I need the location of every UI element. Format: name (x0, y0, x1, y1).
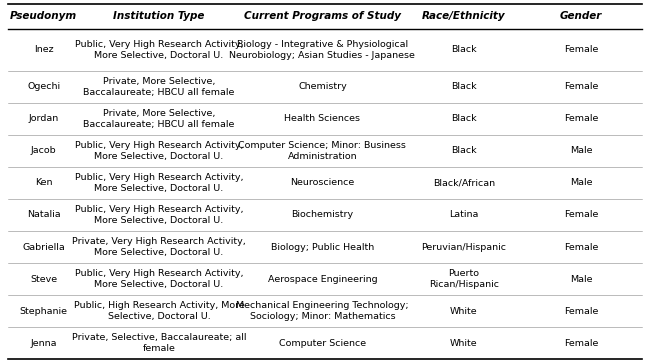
Text: Gabriella: Gabriella (22, 242, 65, 252)
Text: Peruvian/Hispanic: Peruvian/Hispanic (421, 242, 506, 252)
Text: Biochemistry: Biochemistry (292, 211, 353, 220)
Text: Biology; Public Health: Biology; Public Health (271, 242, 374, 252)
Text: Health Sciences: Health Sciences (284, 114, 360, 123)
Text: Stephanie: Stephanie (19, 307, 67, 316)
Text: Male: Male (570, 275, 592, 284)
Text: Puerto
Rican/Hispanic: Puerto Rican/Hispanic (429, 269, 499, 289)
Text: Black: Black (451, 45, 476, 54)
Text: Chemistry: Chemistry (298, 82, 347, 91)
Text: Gender: Gender (560, 12, 603, 21)
Text: Ogechi: Ogechi (27, 82, 60, 91)
Text: Race/Ethnicity: Race/Ethnicity (422, 12, 505, 21)
Text: Biology - Integrative & Physiological
Neurobiology; Asian Studies - Japanese: Biology - Integrative & Physiological Ne… (229, 40, 415, 60)
Text: Jenna: Jenna (30, 339, 57, 348)
Text: Inez: Inez (34, 45, 53, 54)
Text: Ken: Ken (35, 178, 52, 187)
Text: Female: Female (564, 211, 598, 220)
Text: Black: Black (451, 114, 476, 123)
Text: Black: Black (451, 82, 476, 91)
Text: Neuroscience: Neuroscience (290, 178, 354, 187)
Text: Steve: Steve (30, 275, 57, 284)
Text: Institution Type: Institution Type (113, 12, 205, 21)
Text: Female: Female (564, 114, 598, 123)
Text: Public, Very High Research Activity,
More Selective, Doctoral U.: Public, Very High Research Activity, Mor… (75, 269, 243, 289)
Text: Private, Selective, Baccalaureate; all
female: Private, Selective, Baccalaureate; all f… (72, 333, 246, 353)
Text: Female: Female (564, 45, 598, 54)
Text: Female: Female (564, 339, 598, 348)
Text: Jacob: Jacob (31, 146, 56, 155)
Text: Pseudonym: Pseudonym (10, 12, 77, 21)
Text: Public, Very High Research Activity,
More Selective, Doctoral U.: Public, Very High Research Activity, Mor… (75, 141, 243, 161)
Text: White: White (450, 339, 478, 348)
Text: Public, Very High Research Activity,
More Selective, Doctoral U.: Public, Very High Research Activity, Mor… (75, 40, 243, 60)
Text: Male: Male (570, 146, 592, 155)
Text: Public, High Research Activity, More
Selective, Doctoral U.: Public, High Research Activity, More Sel… (73, 301, 244, 321)
Text: Female: Female (564, 82, 598, 91)
Text: Latina: Latina (449, 211, 478, 220)
Text: Mechanical Engineering Technology;
Sociology; Minor: Mathematics: Mechanical Engineering Technology; Socio… (236, 301, 409, 321)
Text: Computer Science: Computer Science (279, 339, 366, 348)
Text: Black: Black (451, 146, 476, 155)
Text: Female: Female (564, 307, 598, 316)
Text: Private, More Selective,
Baccalaureate; HBCU all female: Private, More Selective, Baccalaureate; … (83, 109, 235, 129)
Text: Jordan: Jordan (29, 114, 59, 123)
Text: Public, Very High Research Activity,
More Selective, Doctoral U.: Public, Very High Research Activity, Mor… (75, 173, 243, 193)
Text: Computer Science; Minor: Business
Administration: Computer Science; Minor: Business Admini… (238, 141, 406, 161)
Text: Private, More Selective,
Baccalaureate; HBCU all female: Private, More Selective, Baccalaureate; … (83, 77, 235, 97)
Text: White: White (450, 307, 478, 316)
Text: Private, Very High Research Activity,
More Selective, Doctoral U.: Private, Very High Research Activity, Mo… (72, 237, 246, 257)
Text: Public, Very High Research Activity,
More Selective, Doctoral U.: Public, Very High Research Activity, Mor… (75, 205, 243, 225)
Text: Natalia: Natalia (27, 211, 60, 220)
Text: Aerospace Engineering: Aerospace Engineering (268, 275, 377, 284)
Text: Male: Male (570, 178, 592, 187)
Text: Current Programs of Study: Current Programs of Study (244, 12, 401, 21)
Text: Female: Female (564, 242, 598, 252)
Text: Black/African: Black/African (433, 178, 495, 187)
